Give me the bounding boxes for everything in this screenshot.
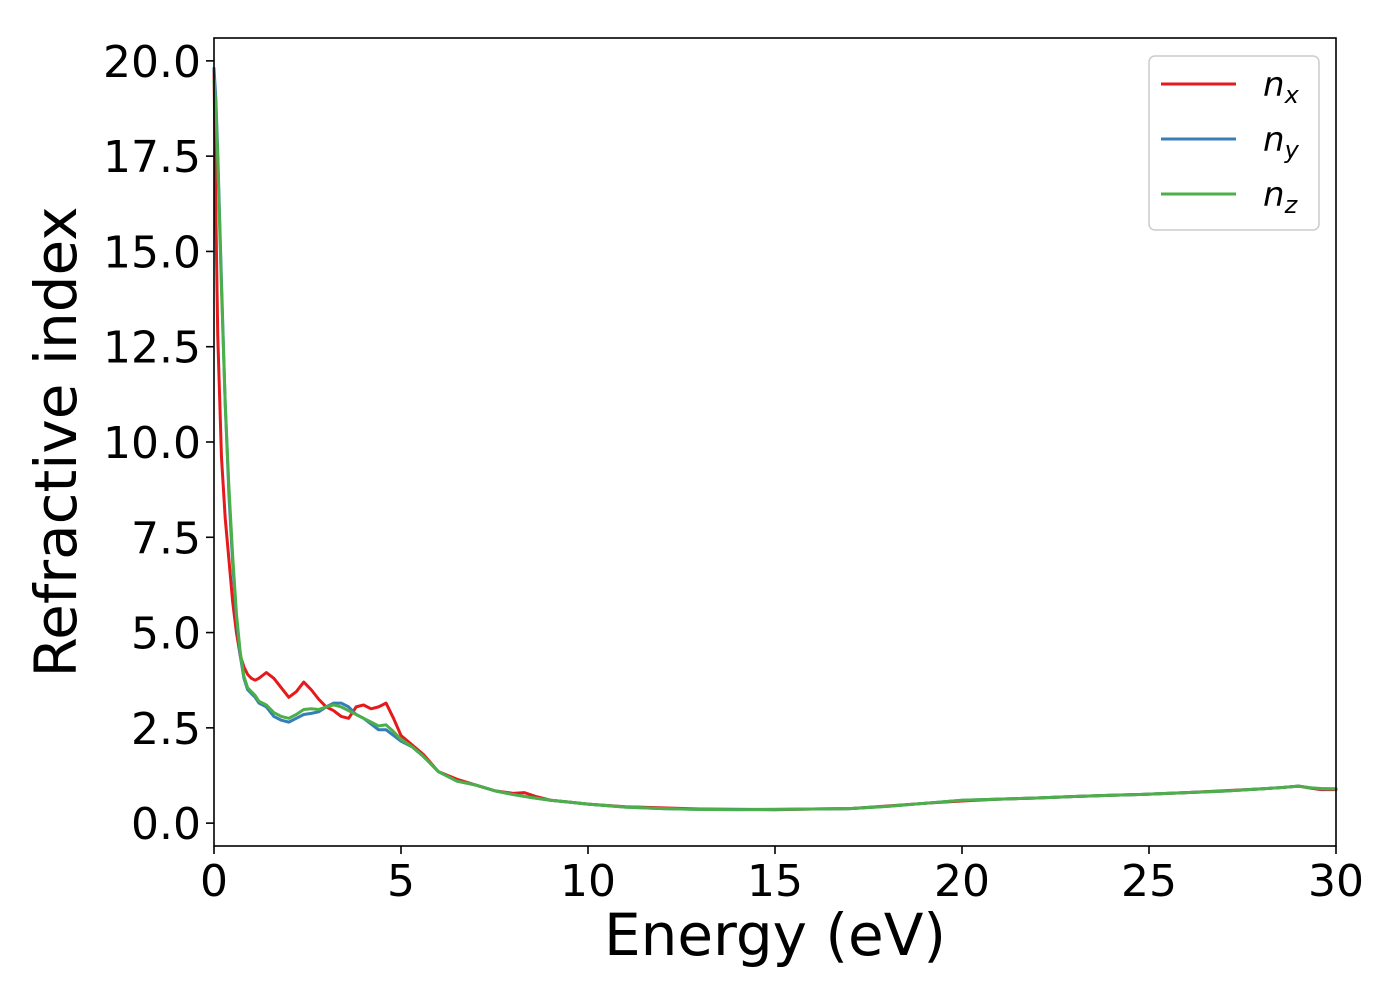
- x-tick-label: 30: [1308, 856, 1364, 907]
- y-tick-label: 0.0: [131, 799, 201, 850]
- x-tick-label: 20: [934, 856, 990, 907]
- series-line-nz: [212, 78, 1338, 812]
- x-tick-label: 0: [200, 856, 228, 907]
- legend-label-ny: ny: [1263, 120, 1300, 164]
- y-axis-title: Refractive index: [22, 206, 90, 677]
- y-tick-label: 12.5: [103, 323, 201, 374]
- y-tick-label: 7.5: [131, 513, 201, 564]
- legend-entry-nz: nz: [1161, 175, 1299, 219]
- x-tick-label: 15: [747, 856, 803, 907]
- legend-entry-nx: nx: [1161, 65, 1300, 109]
- y-tick-label: 10.0: [103, 418, 201, 469]
- y-axis-ticks: 0.0 2.5 5.0 7.5 10.0 12.5 15.0 17.5 20.0: [103, 37, 214, 850]
- y-tick-label: 5.0: [131, 609, 201, 660]
- legend-label-nx: nx: [1263, 65, 1300, 109]
- x-axis-ticks: 0 5 10 15 20 25 30: [200, 846, 1364, 907]
- legend-entry-ny: ny: [1161, 120, 1300, 164]
- y-tick-label: 20.0: [103, 37, 201, 88]
- y-tick-label: 15.0: [103, 227, 201, 278]
- legend-box: [1148, 55, 1320, 231]
- x-tick-label: 25: [1121, 856, 1177, 907]
- y-tick-label: 17.5: [103, 132, 201, 183]
- legend-label-nz: nz: [1263, 175, 1299, 219]
- x-tick-label: 5: [387, 856, 415, 907]
- series-lines: [212, 66, 1338, 812]
- x-tick-label: 10: [560, 856, 616, 907]
- y-tick-label: 2.5: [131, 704, 201, 755]
- legend: nx ny nz: [1148, 55, 1320, 231]
- x-axis-title: Energy (eV): [604, 901, 946, 969]
